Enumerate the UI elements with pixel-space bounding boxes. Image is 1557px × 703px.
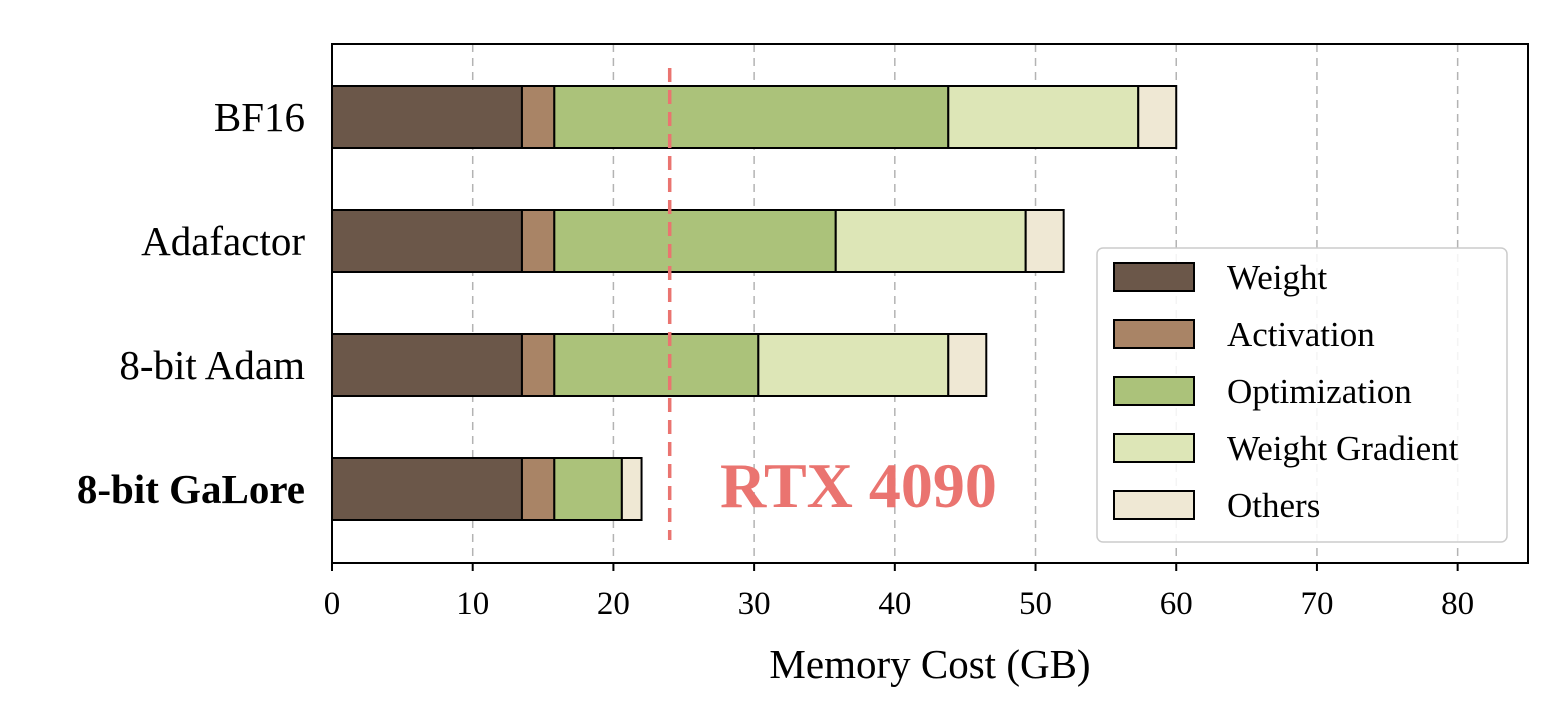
bar-segment — [553, 457, 623, 521]
bar-segment — [331, 333, 523, 397]
bar-segment — [553, 333, 760, 397]
legend-swatch — [1113, 433, 1195, 463]
x-tick-label: 30 — [738, 586, 771, 622]
legend: Weight Activation Optimization Weight Gradi… — [1096, 247, 1508, 543]
x-tick-label: 0 — [324, 586, 341, 622]
bar-segment — [520, 457, 556, 521]
legend-swatch — [1113, 319, 1195, 349]
bar-segment — [553, 209, 837, 273]
bar-segment — [520, 209, 556, 273]
stacked-bars — [331, 85, 1178, 521]
x-tick-label: 50 — [1019, 586, 1052, 622]
bar-segment — [1024, 209, 1065, 273]
legend-label: Weight Gradient — [1227, 429, 1459, 468]
legend-label: Optimization — [1227, 372, 1412, 411]
x-axis-ticks: 0 10 20 30 40 50 60 70 80 — [324, 563, 1474, 622]
bar-segment — [331, 457, 523, 521]
bar-segment — [520, 85, 556, 149]
x-tick-label: 60 — [1160, 586, 1193, 622]
bar-segment — [1137, 85, 1178, 149]
x-tick-label: 40 — [878, 586, 911, 622]
bar-segment — [520, 333, 556, 397]
legend-label: Others — [1227, 486, 1320, 525]
category-label: 8-bit Adam — [119, 342, 305, 388]
legend-swatch — [1113, 376, 1195, 406]
legend-label: Weight — [1227, 258, 1327, 297]
x-tick-label: 80 — [1441, 586, 1474, 622]
bar-segment — [947, 333, 988, 397]
legend-label: Activation — [1227, 315, 1375, 354]
y-axis-category-labels: BF16 Adafactor 8-bit Adam 8-bit GaLore — [77, 94, 305, 512]
legend-box — [1096, 247, 1508, 543]
bar-segment — [331, 85, 523, 149]
x-tick-label: 10 — [456, 586, 489, 622]
bar-segment — [757, 333, 950, 397]
bar-segment — [331, 209, 523, 273]
legend-swatch — [1113, 490, 1195, 520]
x-axis-label: Memory Cost (GB) — [769, 641, 1090, 687]
legend-swatch — [1113, 262, 1195, 292]
bar-segment — [553, 85, 950, 149]
x-tick-label: 20 — [597, 586, 630, 622]
plot-frame — [331, 43, 1529, 564]
category-label: BF16 — [214, 94, 305, 140]
bar-segment — [620, 457, 643, 521]
category-label: 8-bit GaLore — [77, 466, 305, 512]
bar-segment — [834, 209, 1027, 273]
bar-segment — [947, 85, 1140, 149]
x-tick-label: 70 — [1300, 586, 1333, 622]
reference-line-label: RTX 4090 — [720, 450, 997, 521]
category-label: Adafactor — [141, 218, 305, 264]
